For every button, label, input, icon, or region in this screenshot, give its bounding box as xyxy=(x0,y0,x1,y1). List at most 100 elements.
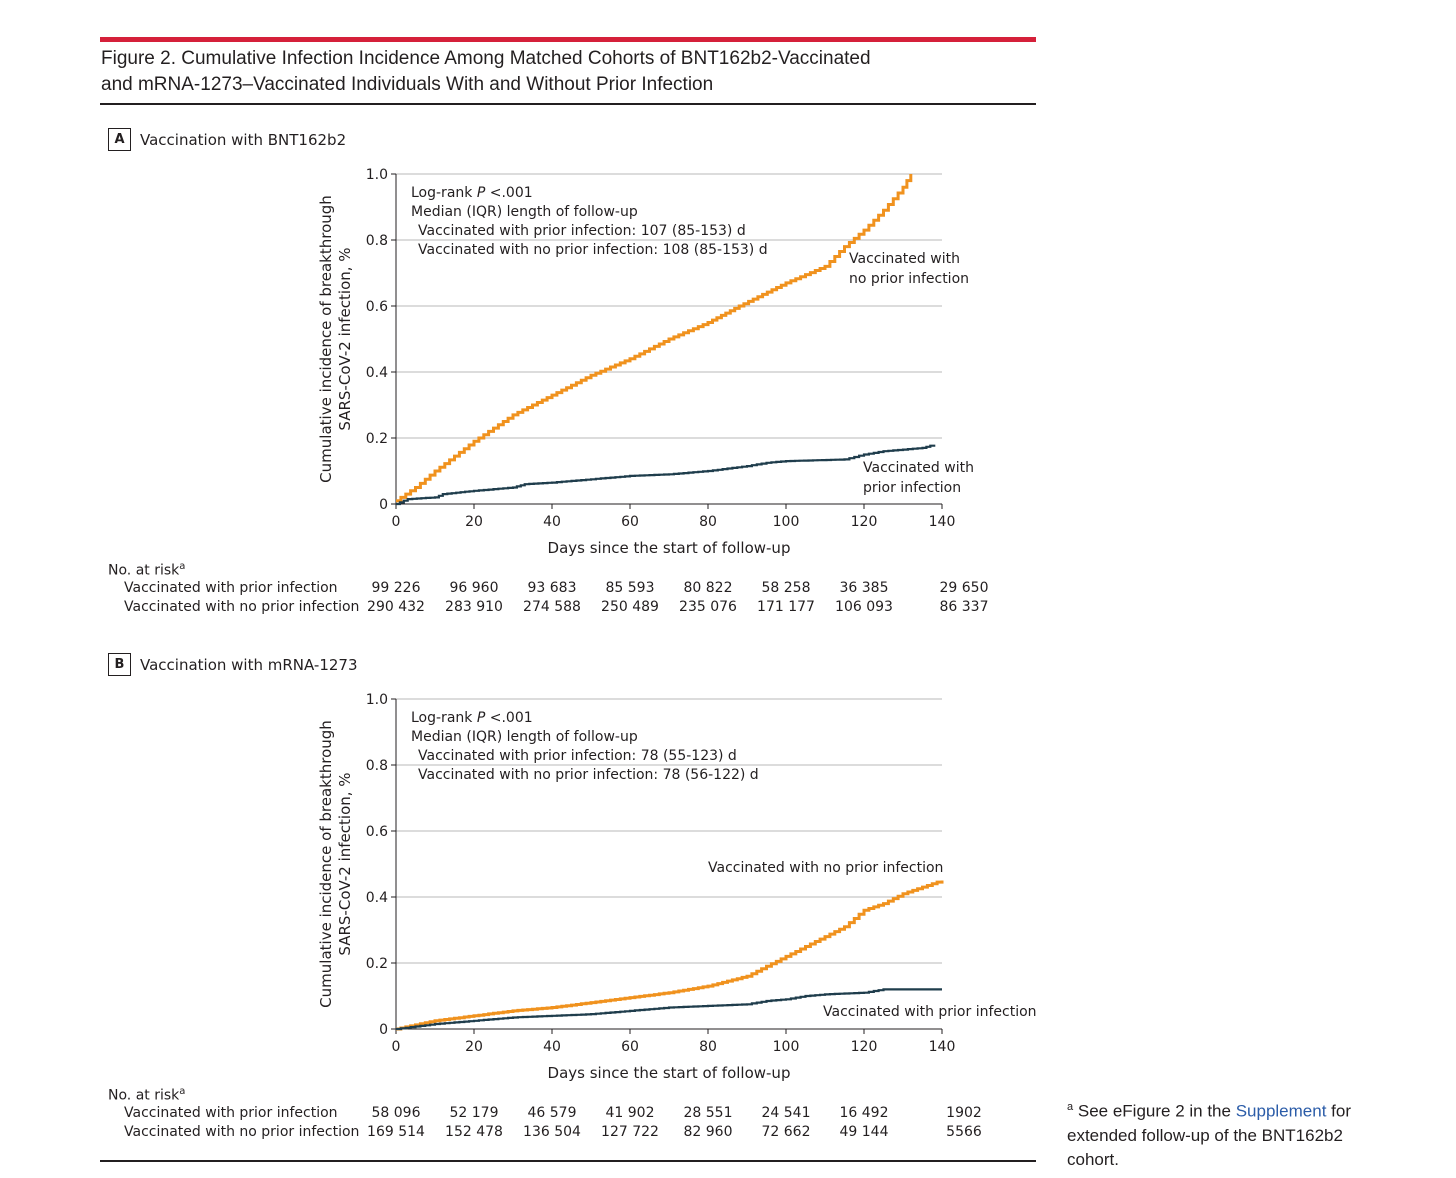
risk-value: 46 579 xyxy=(527,1105,577,1121)
risk-value: 29 650 xyxy=(939,580,989,596)
risk-value: 72 662 xyxy=(761,1124,811,1140)
risk-table-header: No. at riska xyxy=(108,1086,186,1104)
x-tick-label: 40 xyxy=(543,1039,561,1055)
series-line-no-prior xyxy=(396,174,913,503)
y-axis-label: SARS-CoV-2 infection, % xyxy=(336,772,354,955)
risk-value: 99 226 xyxy=(371,580,421,596)
x-tick-label: 80 xyxy=(699,1039,717,1055)
risk-value: 86 337 xyxy=(939,599,989,615)
risk-table-header: No. at riska xyxy=(108,561,186,579)
risk-row-label: Vaccinated with no prior infection xyxy=(124,599,360,615)
series-label: Vaccinated with xyxy=(849,251,960,267)
panel-b-label: B Vaccination with mRNA-1273 xyxy=(108,653,358,676)
series-label: prior infection xyxy=(863,480,961,496)
risk-value: 235 076 xyxy=(679,599,737,615)
series-label: Vaccinated with prior infection xyxy=(823,1004,1037,1020)
y-tick-label: 0.8 xyxy=(366,758,388,774)
risk-value: 127 722 xyxy=(601,1124,659,1140)
annotation-text: Vaccinated with prior infection: 107 (85… xyxy=(418,223,746,239)
risk-value: 93 683 xyxy=(527,580,577,596)
title-divider xyxy=(100,103,1036,105)
panel-letter: A xyxy=(108,128,131,151)
y-tick-label: 0 xyxy=(379,1022,388,1038)
y-axis-label: Cumulative incidence of breakthrough xyxy=(317,195,335,483)
risk-row-label: Vaccinated with no prior infection xyxy=(124,1124,360,1140)
x-tick-label: 60 xyxy=(621,514,639,530)
y-tick-label: 0.8 xyxy=(366,233,388,249)
y-axis-label: Cumulative incidence of breakthrough xyxy=(317,720,335,1008)
annotation-text: Vaccinated with no prior infection: 78 (… xyxy=(418,767,759,783)
series-label: Vaccinated with xyxy=(863,460,974,476)
x-tick-label: 80 xyxy=(699,514,717,530)
x-axis-label: Days since the start of follow-up xyxy=(548,539,791,557)
risk-value: 58 258 xyxy=(761,580,811,596)
risk-value: 1902 xyxy=(946,1105,982,1121)
risk-value: 28 551 xyxy=(683,1105,733,1121)
x-tick-label: 60 xyxy=(621,1039,639,1055)
y-tick-label: 0.2 xyxy=(366,956,388,972)
risk-value: 52 179 xyxy=(449,1105,499,1121)
risk-value: 24 541 xyxy=(761,1105,811,1121)
footnote-marker: a xyxy=(179,561,186,572)
y-tick-label: 1.0 xyxy=(366,692,388,708)
risk-value: 283 910 xyxy=(445,599,503,615)
footnote: a See eFigure 2 in the Supplement for ex… xyxy=(1067,1095,1367,1172)
risk-value: 169 514 xyxy=(367,1124,425,1140)
risk-value: 152 478 xyxy=(445,1124,503,1140)
risk-value: 85 593 xyxy=(605,580,655,596)
panel-title: Vaccination with BNT162b2 xyxy=(140,130,347,149)
x-tick-label: 0 xyxy=(392,1039,401,1055)
x-tick-label: 120 xyxy=(851,1039,878,1055)
series-line-no-prior xyxy=(396,880,944,1031)
risk-value: 274 588 xyxy=(523,599,581,615)
y-tick-label: 0 xyxy=(379,497,388,513)
annotation-text: Vaccinated with prior infection: 78 (55-… xyxy=(418,748,737,764)
footnote-marker: a xyxy=(1067,1101,1074,1113)
footnote-text: See eFigure 2 in the xyxy=(1077,1101,1231,1121)
y-tick-label: 0.6 xyxy=(366,299,388,315)
x-tick-label: 20 xyxy=(465,514,483,530)
risk-value: 36 385 xyxy=(839,580,889,596)
risk-value: 80 822 xyxy=(683,580,733,596)
x-tick-label: 140 xyxy=(929,514,956,530)
annotation-text: Vaccinated with no prior infection: 108 … xyxy=(418,242,768,258)
risk-value: 96 960 xyxy=(449,580,499,596)
panel-letter: B xyxy=(108,653,131,676)
x-tick-label: 140 xyxy=(929,1039,956,1055)
risk-value: 106 093 xyxy=(835,599,893,615)
risk-value: 49 144 xyxy=(839,1124,889,1140)
risk-value: 16 492 xyxy=(839,1105,889,1121)
risk-row-label: Vaccinated with prior infection xyxy=(124,580,338,596)
supplement-link[interactable]: Supplement xyxy=(1235,1101,1327,1121)
risk-value: 250 489 xyxy=(601,599,659,615)
x-axis-label: Days since the start of follow-up xyxy=(548,1064,791,1082)
series-label: no prior infection xyxy=(849,271,969,287)
risk-value: 171 177 xyxy=(757,599,815,615)
risk-value: 41 902 xyxy=(605,1105,655,1121)
x-tick-label: 100 xyxy=(773,514,800,530)
y-tick-label: 0.2 xyxy=(366,431,388,447)
risk-value: 5566 xyxy=(946,1124,982,1140)
risk-value: 82 960 xyxy=(683,1124,733,1140)
x-tick-label: 120 xyxy=(851,514,878,530)
title-line-2: and mRNA-1273–Vaccinated Individuals Wit… xyxy=(101,74,714,95)
annotation-text: Median (IQR) length of follow-up xyxy=(411,204,638,220)
panel-a-label: A Vaccination with BNT162b2 xyxy=(108,128,346,151)
risk-row-label: Vaccinated with prior infection xyxy=(124,1105,338,1121)
x-tick-label: 40 xyxy=(543,514,561,530)
x-tick-label: 20 xyxy=(465,1039,483,1055)
panel-title: Vaccination with mRNA-1273 xyxy=(140,655,358,674)
risk-value: 290 432 xyxy=(367,599,425,615)
y-axis-label: SARS-CoV-2 infection, % xyxy=(336,247,354,430)
annotation-text: Log-rank P <.001 xyxy=(411,710,533,726)
risk-value: 58 096 xyxy=(371,1105,421,1121)
footnote-marker: a xyxy=(179,1086,186,1097)
figure-title: Figure 2. Cumulative Infection Incidence… xyxy=(101,46,1001,98)
bottom-divider xyxy=(100,1160,1036,1162)
title-accent-bar xyxy=(100,37,1036,42)
risk-value: 136 504 xyxy=(523,1124,581,1140)
annotation-text: Median (IQR) length of follow-up xyxy=(411,729,638,745)
y-tick-label: 1.0 xyxy=(366,167,388,183)
